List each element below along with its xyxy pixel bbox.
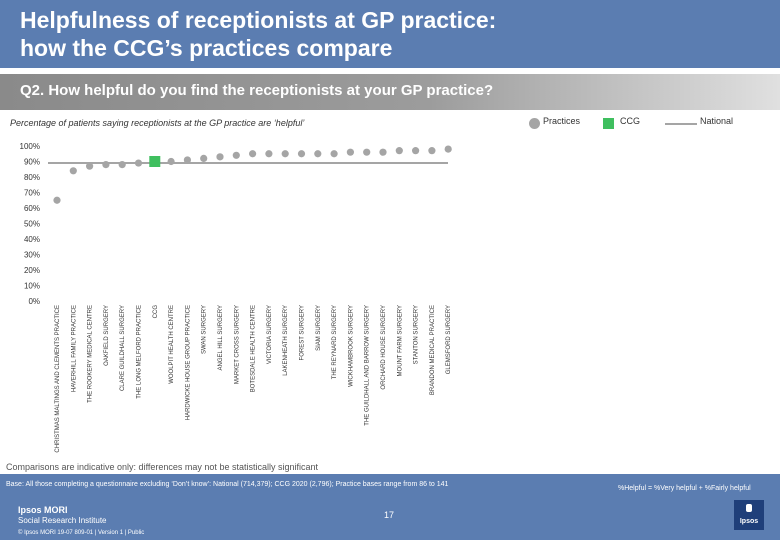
practice-point [53, 196, 61, 204]
ipsos-logo-mark [746, 504, 752, 512]
y-tick-label: 80% [24, 173, 40, 182]
category-label: BOTESDALE HEALTH CENTRE [251, 305, 257, 392]
practice-point [314, 150, 322, 158]
practice-point [395, 147, 403, 155]
practice-point [232, 151, 240, 159]
practice-point [297, 150, 306, 158]
practice-point [118, 161, 126, 169]
comparison-note: Comparisons are indicative only: differe… [6, 462, 318, 472]
practice-point [102, 161, 110, 169]
category-label: THE REYNARD SURGERY [332, 305, 338, 379]
category-label: HARDWICKE HOUSE GROUP PRACTICE [185, 305, 191, 420]
category-label: MARKET CROSS SURGERY [234, 305, 240, 384]
legend-ccg-label: CCG [620, 116, 640, 126]
category-label: SIAM SURGERY [316, 305, 322, 351]
y-tick-label: 10% [24, 282, 40, 291]
y-tick-label: 90% [24, 158, 40, 167]
category-label: THE LONG MELFORD PRACTICE [137, 305, 143, 399]
category-label: CLARE GUILDHALL SURGERY [120, 305, 126, 391]
category-label: THE ROOKERY MEDICAL CENTRE [88, 305, 94, 403]
y-tick-label: 100% [20, 142, 40, 151]
footer-banner [0, 474, 780, 540]
category-label: WICKHAMBROOK SURGERY [348, 305, 354, 387]
question-banner [0, 74, 780, 110]
y-tick-label: 50% [24, 220, 40, 229]
category-label: BRANDON MEDICAL PRACTICE [430, 305, 436, 395]
practice-point [330, 150, 338, 158]
category-label: STANTON SURGERY [414, 305, 420, 364]
brand-subname: Social Research Institute [18, 516, 107, 525]
chart-area: 100% 90% 80% 70% 60% 50% 40% 30% 20% 10% 0% CHRISTM… [20, 142, 453, 453]
category-label: THE GUILDHALL AND BARROW SURGERY [365, 305, 371, 426]
brand-name: Ipsos MORI [18, 505, 68, 515]
practice-point [265, 150, 273, 158]
practice-point [86, 162, 94, 170]
question-text: Q2. How helpful do you find the receptio… [20, 82, 494, 99]
page-title: Helpfulness of receptionists at GP pract… [20, 6, 496, 62]
practice-point [281, 150, 289, 158]
practice-point [200, 154, 208, 162]
y-tick-label: 20% [24, 266, 40, 275]
category-label: ORCHARD HOUSE SURGERY [381, 305, 387, 390]
y-tick-label: 0% [28, 297, 40, 306]
category-label: HAVERHILL FAMILY PRACTICE [71, 305, 77, 392]
category-label: VICTORIA SURGERY [267, 305, 273, 364]
legend-national-label: National [700, 116, 734, 126]
y-tick-label: 40% [24, 235, 40, 244]
category-label: LAKENHEATH SURGERY [283, 305, 289, 376]
practice-point [428, 147, 436, 155]
practice-point [134, 159, 143, 167]
legend-practices-icon [529, 118, 540, 129]
practice-point [216, 153, 224, 161]
practice-point [412, 147, 420, 155]
y-tick-label: 30% [24, 251, 40, 260]
category-label: SWAN SURGERY [202, 305, 208, 354]
practice-point [346, 148, 354, 156]
category-label: MOUNT FARM SURGERY [397, 305, 403, 376]
legend-ccg-icon [603, 118, 614, 129]
category-label: WOOLPIT HEALTH CENTRE [169, 305, 175, 384]
category-label: CCG [153, 305, 159, 319]
header-banner [0, 0, 780, 68]
legend-practices-label: Practices [543, 116, 581, 126]
practice-point [444, 145, 452, 153]
category-label: CHRISTMAS MALTINGS AND CLEMENTS PRACTICE [55, 305, 61, 453]
practice-point [69, 167, 77, 175]
y-tick-label: 70% [24, 189, 40, 198]
helpful-definition: %Helpful = %Very helpful + %Fairly helpf… [618, 485, 751, 492]
practice-point [379, 148, 387, 156]
legend-national-icon [665, 123, 697, 125]
practice-point [363, 148, 371, 156]
category-label: OAKFIELD SURGERY [104, 305, 110, 366]
title-line-1: Helpfulness of receptionists at GP pract… [20, 7, 497, 33]
practice-point [183, 156, 191, 164]
category-label: GLEMSFORD SURGERY [446, 305, 452, 374]
y-tick-label: 60% [24, 204, 40, 213]
base-text: Base: All those completing a questionnai… [6, 481, 449, 488]
practice-point [167, 157, 175, 166]
ccg-marker [149, 156, 161, 167]
category-label: ANGEL HILL SURGERY [218, 305, 224, 370]
practice-point [249, 150, 257, 158]
chart-subtitle: Percentage of patients saying receptioni… [10, 118, 305, 128]
page-number: 17 [384, 510, 395, 520]
copyright-text: © Ipsos MORI 19-07 809-01 | Version 1 | … [18, 530, 145, 536]
title-line-2: how the CCG’s practices compare [20, 35, 393, 61]
category-label: FOREST SURGERY [300, 305, 306, 360]
